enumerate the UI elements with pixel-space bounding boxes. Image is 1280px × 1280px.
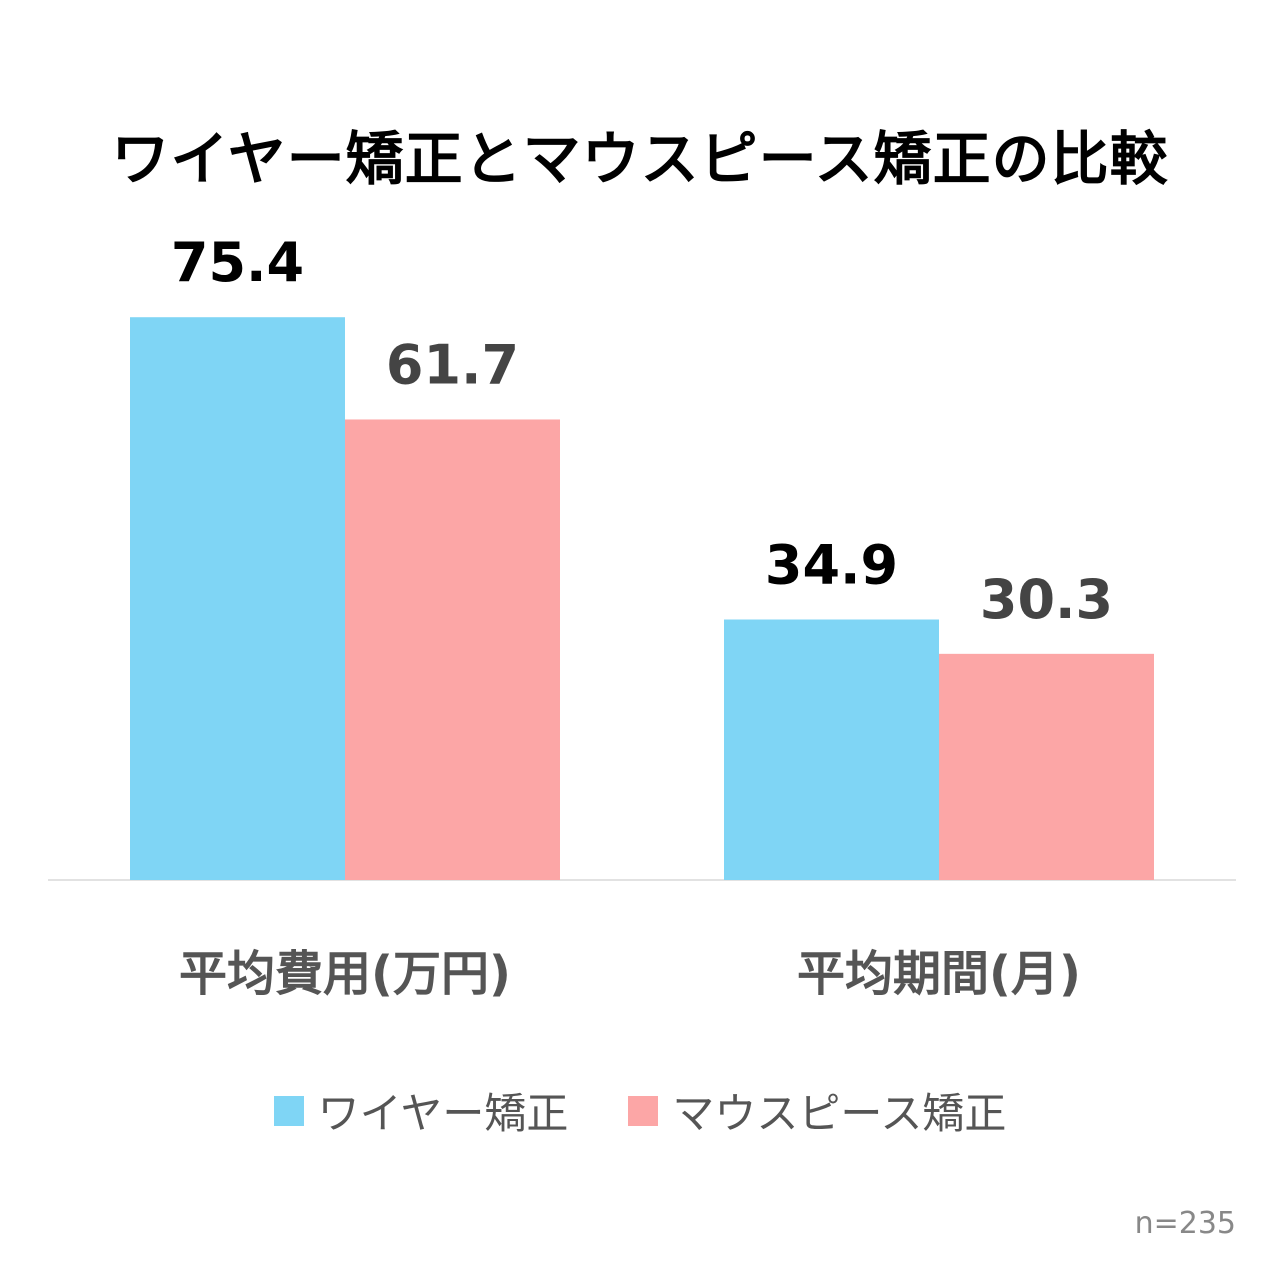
legend-item-wire: ワイヤー矯正 xyxy=(273,1080,569,1141)
legend-swatch-wire xyxy=(273,1095,304,1126)
chart-title: ワイヤー矯正とマウスピース矯正の比較 xyxy=(111,125,1169,193)
legend-label-mouthpiece: マウスピース矯正 xyxy=(672,1089,1007,1138)
bar-mouthpiece-avg-cost xyxy=(345,419,560,880)
bar-wire-avg-duration xyxy=(724,619,939,880)
category-label-avg-duration: 平均期間(月) xyxy=(797,946,1081,1002)
sample-size-note: n=235 xyxy=(1134,1206,1236,1241)
bar-wire-avg-cost xyxy=(130,317,345,881)
legend-item-mouthpiece: マウスピース矯正 xyxy=(628,1080,1006,1141)
legend: ワイヤー矯正 マウスピース矯正 xyxy=(0,1080,1280,1141)
category-label-avg-cost: 平均費用(万円) xyxy=(179,946,511,1002)
legend-swatch-mouthpiece xyxy=(628,1095,659,1126)
bar-mouthpiece-avg-duration xyxy=(939,653,1154,880)
data-label-mouthpiece-avg-cost: 61.7 xyxy=(386,333,519,396)
data-label-wire-avg-duration: 34.9 xyxy=(765,534,898,597)
data-label-mouthpiece-avg-duration: 30.3 xyxy=(980,568,1113,631)
data-label-wire-avg-cost: 75.4 xyxy=(171,231,304,294)
legend-label-wire: ワイヤー矯正 xyxy=(317,1089,569,1138)
